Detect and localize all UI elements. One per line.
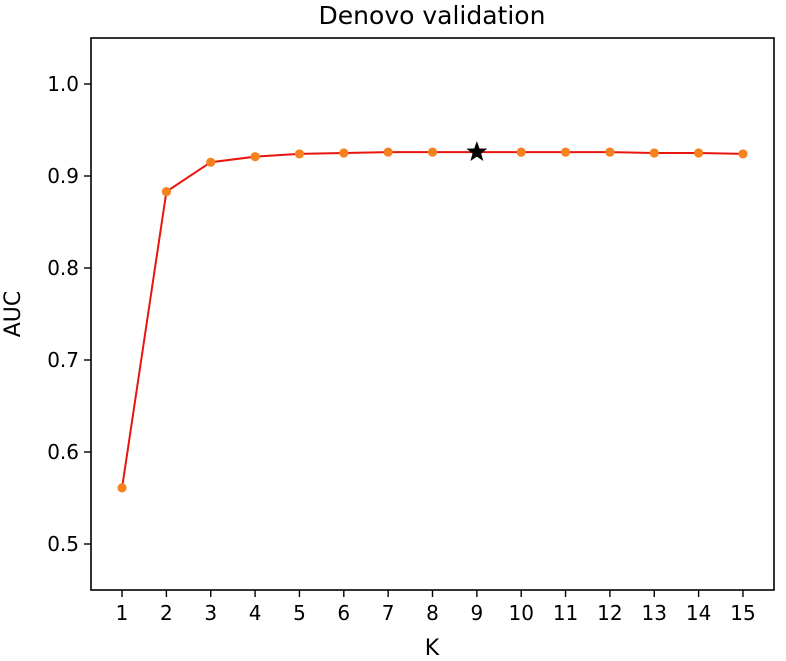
chart-title: Denovo validation xyxy=(319,1,546,30)
data-point xyxy=(694,148,704,158)
x-tick-label: 3 xyxy=(204,601,217,625)
data-point xyxy=(427,147,438,157)
data-point xyxy=(161,187,171,197)
x-tick-label: 5 xyxy=(293,601,306,625)
x-tick-label: 9 xyxy=(470,601,483,625)
x-tick-label: 6 xyxy=(337,601,350,625)
y-tick-label: 0.6 xyxy=(47,440,79,464)
data-point xyxy=(738,149,748,159)
x-tick-label: 1 xyxy=(116,601,129,625)
x-tick-label: 10 xyxy=(508,601,533,625)
data-point xyxy=(560,147,571,157)
points-group xyxy=(117,147,748,493)
y-tick-label: 0.7 xyxy=(47,348,79,372)
y-axis-ticks: 0.5 0.6 0.7 0.8 0.9 1.0 xyxy=(47,72,91,556)
data-point xyxy=(117,483,127,493)
x-tick-label: 7 xyxy=(382,601,395,625)
best-point-group xyxy=(466,141,488,161)
x-tick-label: 14 xyxy=(686,601,711,625)
x-tick-label: 2 xyxy=(160,601,173,625)
x-tick-label: 13 xyxy=(642,601,667,625)
y-tick-label: 0.9 xyxy=(47,164,79,188)
x-tick-label: 8 xyxy=(426,601,439,625)
x-axis-ticks: 1 2 3 4 5 6 7 8 9 10 11 12 13 14 15 xyxy=(116,590,756,625)
x-axis-label: K xyxy=(425,636,440,661)
x-tick-label: 11 xyxy=(553,601,578,625)
data-point xyxy=(605,147,615,157)
y-tick-label: 0.8 xyxy=(47,256,79,280)
x-tick-label: 15 xyxy=(730,601,755,625)
y-tick-label: 1.0 xyxy=(47,72,79,96)
best-point-star xyxy=(466,141,488,161)
x-tick-label: 12 xyxy=(597,601,622,625)
data-point xyxy=(339,148,349,158)
data-point xyxy=(383,147,393,157)
data-point xyxy=(649,148,659,158)
x-tick-label: 4 xyxy=(249,601,262,625)
data-point xyxy=(294,149,305,159)
y-tick-label: 0.5 xyxy=(47,532,79,556)
plot-area xyxy=(90,37,775,591)
data-point xyxy=(516,147,526,157)
data-point xyxy=(250,152,260,162)
y-axis-label: AUC xyxy=(1,291,26,338)
data-point xyxy=(206,157,216,167)
